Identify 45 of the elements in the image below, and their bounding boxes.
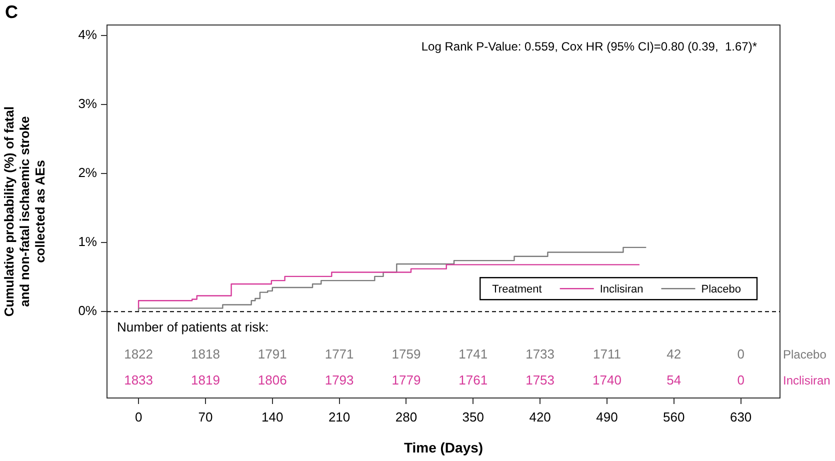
- x-tick-label: 420: [529, 409, 551, 424]
- annotation: 1771: [324, 346, 354, 362]
- x-tick-label: 210: [328, 409, 350, 424]
- y-tick-label: 2%: [78, 165, 98, 180]
- y-tick-label: 0%: [78, 303, 98, 318]
- annotation: 1740: [592, 372, 622, 388]
- annotation: 54: [666, 372, 682, 388]
- x-tick-label: 490: [596, 409, 618, 424]
- x-tick-label: 280: [395, 409, 418, 424]
- y-tick-label: 1%: [78, 234, 98, 250]
- annotation: 0: [737, 346, 744, 362]
- y-axis-title: Cumulative probability (%) of fatal and non-fatal ischaemic stroke collected as AEs: [1, 106, 48, 317]
- x-axis-title: Time (Days): [404, 439, 484, 456]
- annotation: 1793: [324, 372, 354, 388]
- annotation: 1753: [526, 372, 555, 388]
- annotation: Number of patients at risk:: [117, 320, 269, 335]
- annotation: 1711: [592, 346, 621, 362]
- legend-label: Inclisiran: [600, 284, 644, 296]
- legend-title: Treatment: [492, 284, 542, 296]
- x-tick-label: 630: [730, 409, 752, 424]
- text: Placebo: [783, 347, 827, 362]
- x-tick-label: 0: [134, 409, 142, 424]
- y-tick-label: 4%: [78, 26, 98, 42]
- annotation: 1759: [392, 346, 421, 362]
- annotation: 1819: [191, 372, 220, 388]
- annotation: 1818: [191, 346, 220, 362]
- annotation: 1733: [526, 346, 555, 362]
- x-tick-label: 70: [198, 409, 213, 424]
- annotation: Log Rank P-Value: 0.559, Cox HR (95% CI)=0.80 (0.39, 1.67)*: [421, 39, 758, 54]
- annotation: 1741: [458, 346, 488, 362]
- annotation: 0: [737, 372, 744, 388]
- annotation: 1833: [124, 372, 154, 388]
- annotation: 42: [666, 346, 682, 362]
- x-tick-label: 350: [462, 409, 484, 424]
- annotation: 1761: [458, 372, 488, 388]
- annotation: 1806: [258, 372, 287, 388]
- y-tick-label: 3%: [78, 96, 98, 112]
- text: Inclisiran: [783, 373, 830, 388]
- annotation: 1779: [392, 372, 421, 388]
- annotation: 1791: [258, 346, 287, 362]
- x-tick-label: 140: [262, 409, 284, 424]
- legend-label: Placebo: [701, 284, 742, 296]
- annotation: 1822: [124, 346, 154, 362]
- x-tick-label: 560: [663, 409, 685, 424]
- chart-title: C: [5, 2, 18, 22]
